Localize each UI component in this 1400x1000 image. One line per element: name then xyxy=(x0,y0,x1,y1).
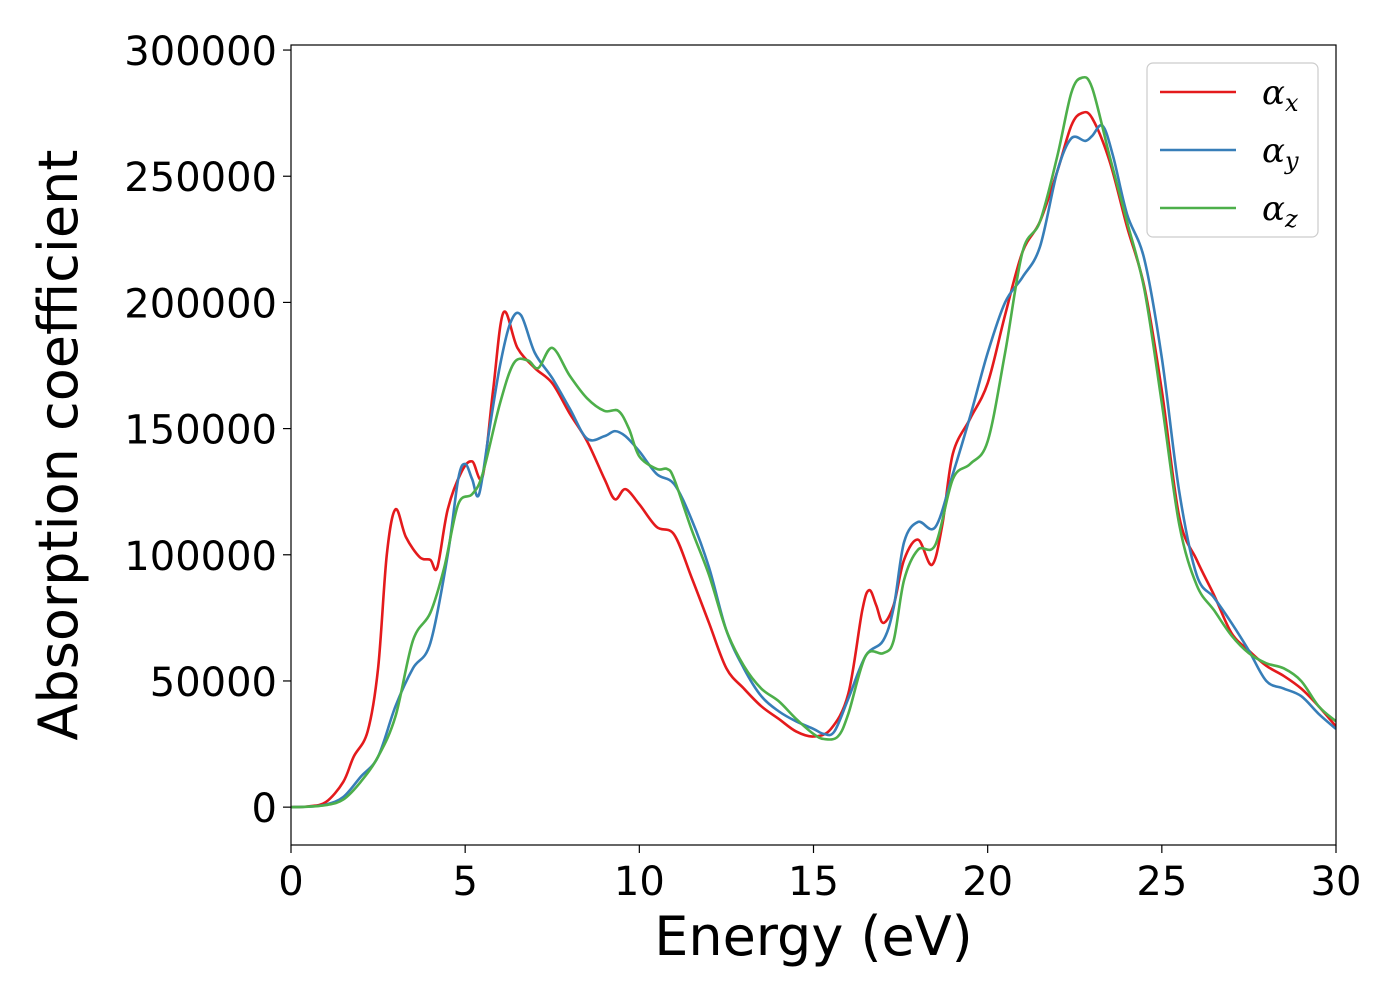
x-tick-label: 0 xyxy=(278,859,303,905)
y-tick-label: 50000 xyxy=(150,660,277,706)
y-tick-label: 300000 xyxy=(124,29,277,75)
legend-label-x: αx xyxy=(1262,73,1299,117)
y-tick-label: 150000 xyxy=(124,408,277,454)
y-axis: 0 50000 100000 150000 200000 250000 300000 xyxy=(124,29,291,832)
x-axis-title: Energy (eV) xyxy=(654,905,973,968)
legend: αx αy αz xyxy=(1146,62,1319,238)
legend-label-z: αz xyxy=(1262,189,1298,233)
y-tick-label: 100000 xyxy=(124,534,277,580)
x-tick-label: 25 xyxy=(1136,859,1187,905)
x-tick-label: 20 xyxy=(962,859,1013,905)
x-axis: 0 5 10 15 20 25 30 xyxy=(278,845,1361,905)
y-tick-label: 0 xyxy=(252,786,277,832)
y-tick-label: 250000 xyxy=(124,155,277,201)
series-layer xyxy=(291,75,1336,809)
x-tick-label: 30 xyxy=(1311,859,1362,905)
series-line-y xyxy=(291,123,1336,809)
y-tick-label: 200000 xyxy=(124,281,277,327)
x-tick-label: 15 xyxy=(788,859,839,905)
y-axis-title: Absorption coefficient xyxy=(27,150,90,741)
legend-label-y: αy xyxy=(1262,131,1299,175)
series-line-z xyxy=(291,75,1336,809)
x-tick-label: 10 xyxy=(614,859,665,905)
x-tick-label: 5 xyxy=(452,859,477,905)
